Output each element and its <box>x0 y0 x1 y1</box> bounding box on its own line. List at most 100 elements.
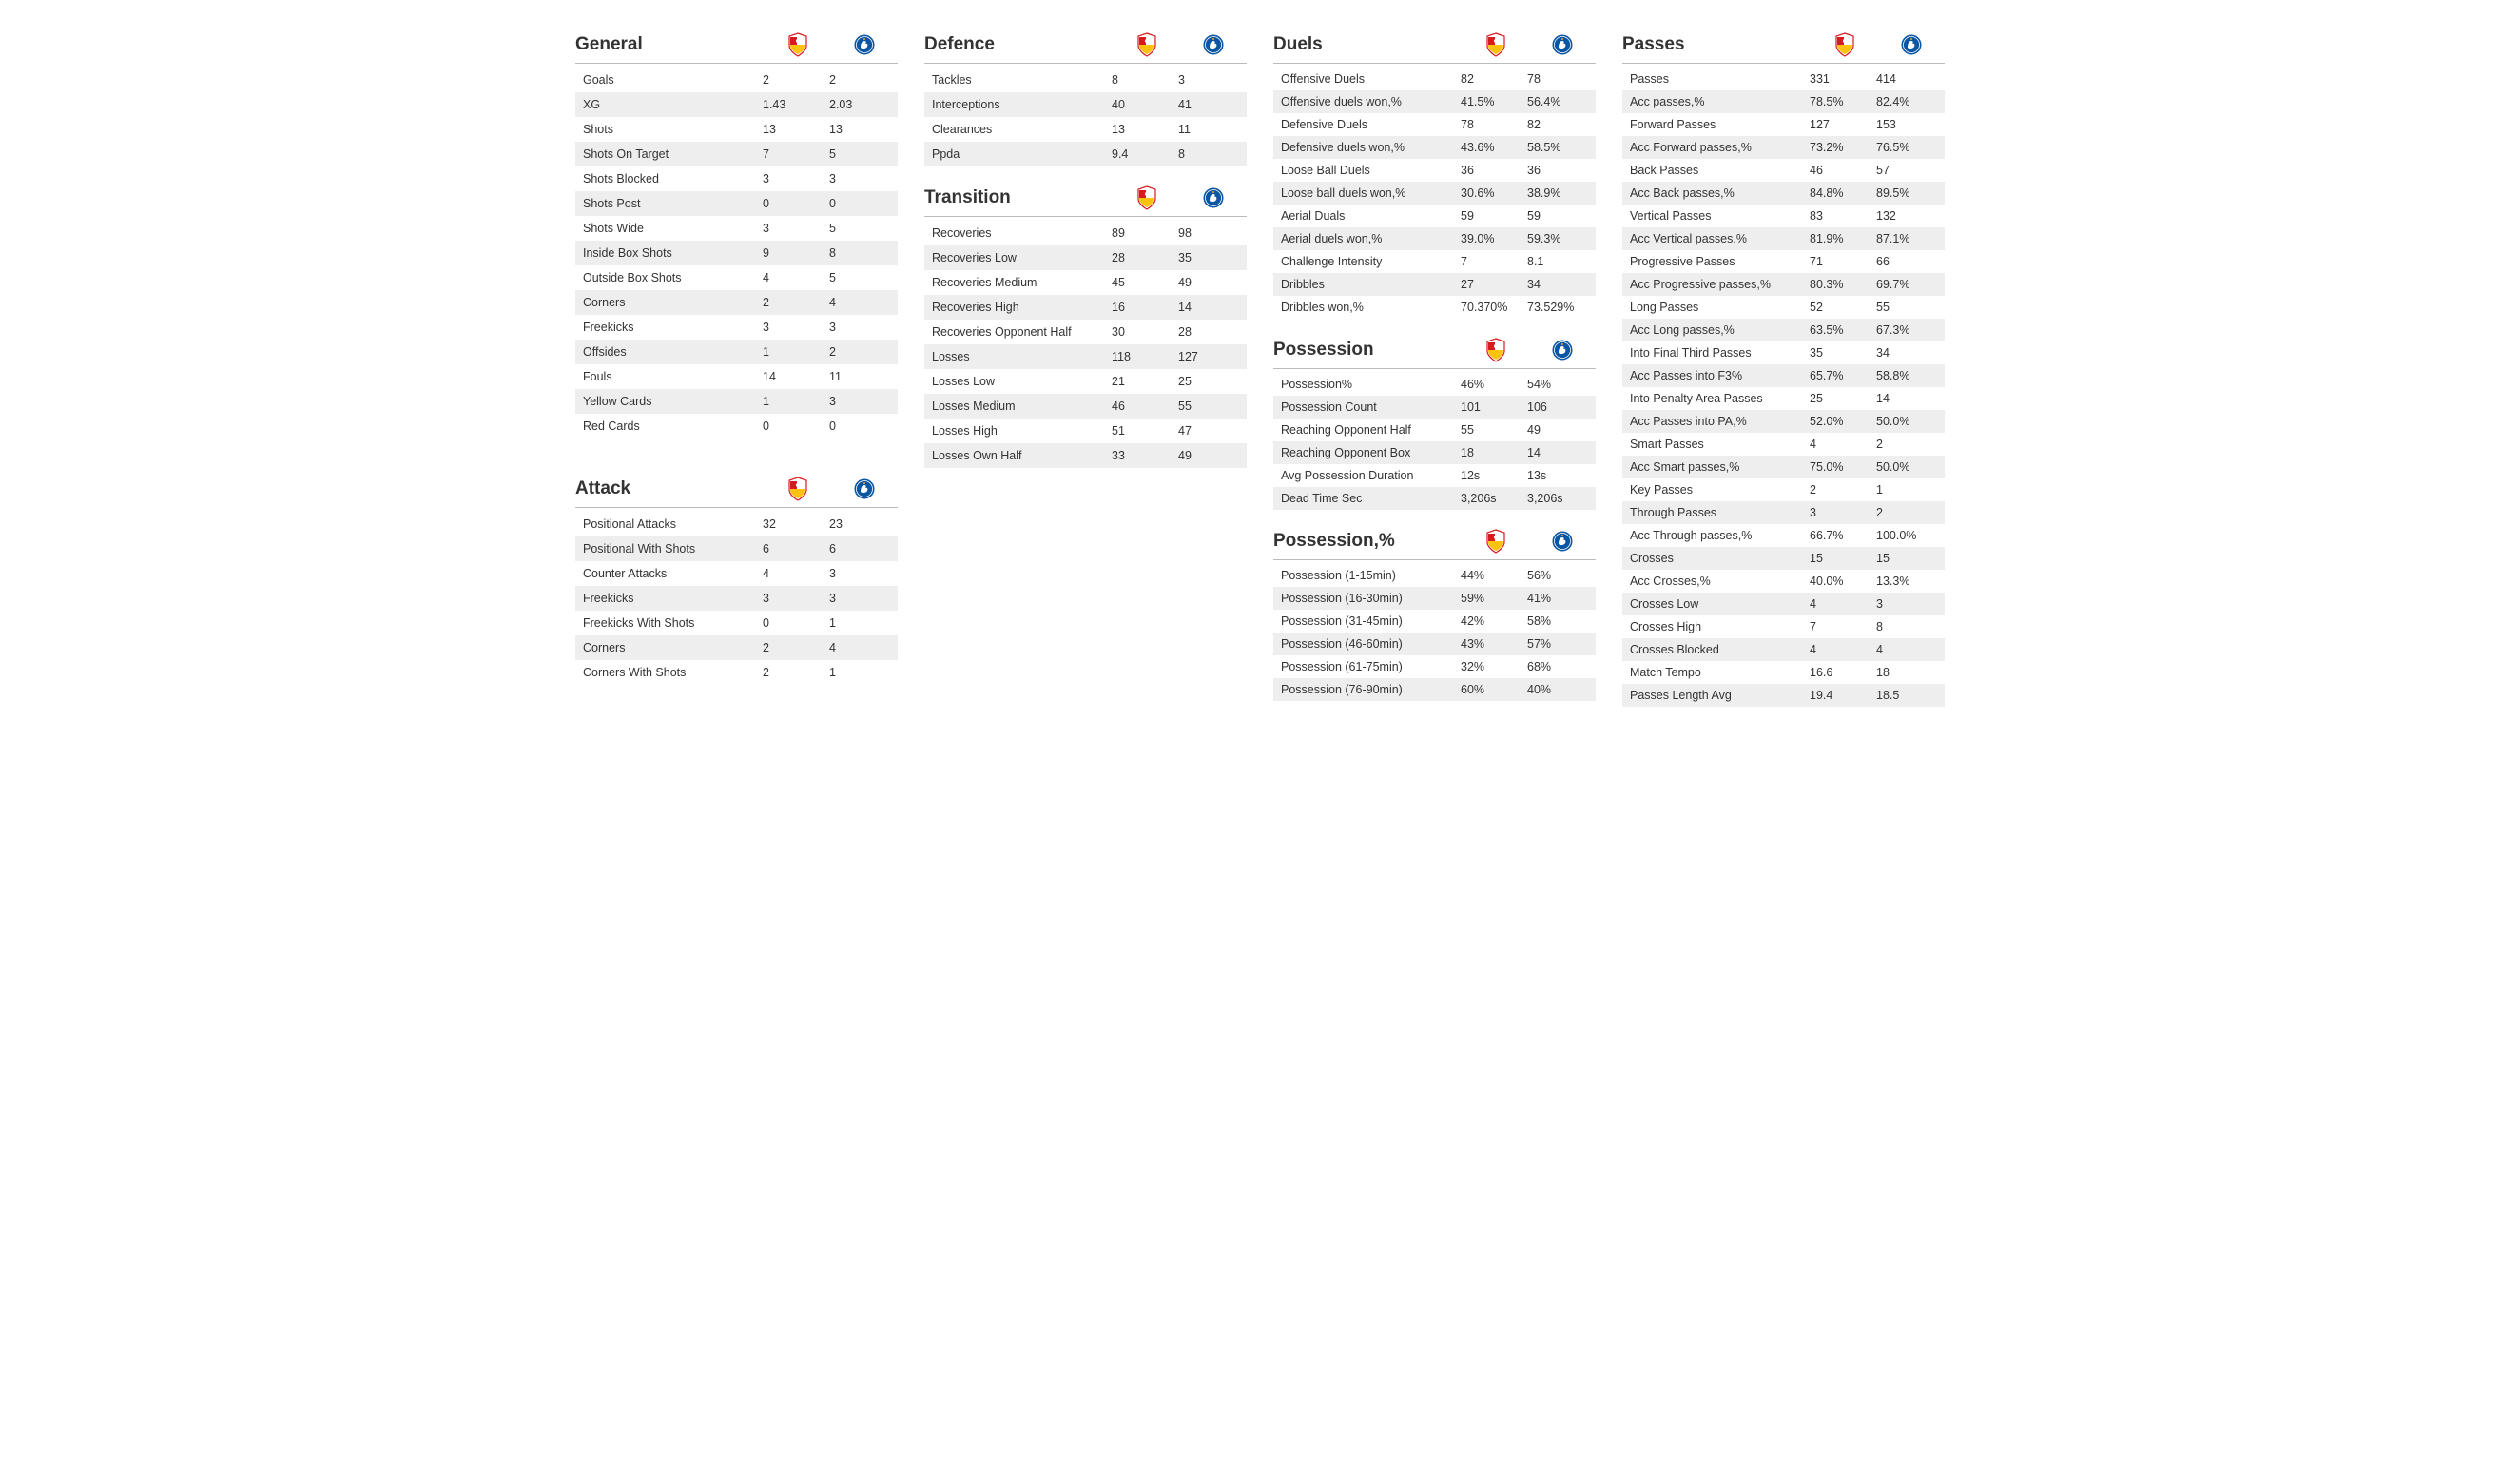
stat-home-value: 0 <box>757 616 824 630</box>
stat-row: Progressive Passes7166 <box>1622 250 1945 273</box>
stat-label: Goals <box>583 73 757 87</box>
stat-home-value: 42% <box>1455 614 1522 628</box>
stat-row: Recoveries Low2835 <box>924 245 1247 270</box>
stat-away-value: 5 <box>824 271 890 284</box>
stat-home-value: 44% <box>1455 569 1522 582</box>
column-1: Defence Tackles83Interceptions4041Cleara… <box>924 29 1247 707</box>
stat-label: Reaching Opponent Box <box>1281 446 1455 459</box>
stat-away-value: 15 <box>1871 552 1937 565</box>
section-title: Duels <box>1273 34 1463 55</box>
stat-row: Corners24 <box>575 290 898 315</box>
stat-home-value: 18 <box>1455 446 1522 459</box>
stat-away-value: 55 <box>1173 399 1239 413</box>
stat-away-value: 11 <box>1173 123 1239 136</box>
stat-label: Recoveries <box>932 226 1106 240</box>
stat-away-value: 50.0% <box>1871 460 1937 474</box>
stat-row: Crosses High78 <box>1622 615 1945 638</box>
stat-home-value: 27 <box>1455 278 1522 291</box>
stat-home-value: 40 <box>1106 98 1173 111</box>
stat-row: Shots Wide35 <box>575 216 898 241</box>
stat-home-value: 4 <box>1804 438 1871 451</box>
stat-row: Loose Ball Duels3636 <box>1273 159 1596 182</box>
stat-away-value: 78 <box>1522 72 1588 86</box>
section-rows: Offensive Duels8278Offensive duels won,%… <box>1273 68 1596 319</box>
stat-away-value: 38.9% <box>1522 186 1588 200</box>
stat-label: Losses Low <box>932 375 1106 388</box>
section-title: Defence <box>924 34 1114 55</box>
stat-home-value: 2 <box>757 641 824 654</box>
stat-away-value: 73.529% <box>1522 301 1588 314</box>
stat-label: Possession% <box>1281 378 1455 391</box>
stat-home-value: 118 <box>1106 350 1173 363</box>
stat-away-value: 35 <box>1173 251 1239 264</box>
stat-label: Freekicks <box>583 592 757 605</box>
away-crest-icon <box>1180 186 1247 209</box>
stat-home-value: 33 <box>1106 449 1173 462</box>
stat-row: Dead Time Sec3,206s3,206s <box>1273 487 1596 510</box>
stat-away-value: 3 <box>1173 73 1239 87</box>
home-crest-icon <box>1114 32 1180 57</box>
stat-label: Possession (1-15min) <box>1281 569 1455 582</box>
stat-home-value: 19.4 <box>1804 689 1871 702</box>
stat-label: Acc Back passes,% <box>1630 186 1804 200</box>
stat-label: Dribbles won,% <box>1281 301 1455 314</box>
section-title: Possession,% <box>1273 531 1463 552</box>
stat-home-value: 2 <box>757 73 824 87</box>
stat-label: Freekicks <box>583 321 757 334</box>
stat-away-value: 49 <box>1173 449 1239 462</box>
stat-away-value: 1 <box>1871 483 1937 497</box>
stat-label: Red Cards <box>583 419 757 433</box>
stat-row: Forward Passes127153 <box>1622 113 1945 136</box>
stat-label: Clearances <box>932 123 1106 136</box>
stat-home-value: 83 <box>1804 209 1871 223</box>
stat-away-value: 58% <box>1522 614 1588 628</box>
stat-label: Counter Attacks <box>583 567 757 580</box>
stat-away-value: 36 <box>1522 164 1588 177</box>
away-crest-icon <box>1529 33 1596 56</box>
stat-home-value: 3 <box>757 321 824 334</box>
stat-away-value: 68% <box>1522 660 1588 673</box>
stat-label: Shots Wide <box>583 222 757 235</box>
stat-label: Offensive duels won,% <box>1281 95 1455 108</box>
stat-home-value: 16 <box>1106 301 1173 314</box>
column-2: Duels Offensive Duels8278Offensive duels… <box>1273 29 1596 707</box>
stat-home-value: 28 <box>1106 251 1173 264</box>
stat-label: Shots Post <box>583 197 757 210</box>
stat-row: Acc Forward passes,%73.2%76.5% <box>1622 136 1945 159</box>
stat-label: Possession (16-30min) <box>1281 592 1455 605</box>
stat-away-value: 59 <box>1522 209 1588 223</box>
stat-away-value: 47 <box>1173 424 1239 438</box>
stat-label: Shots On Target <box>583 147 757 161</box>
stat-away-value: 13.3% <box>1871 575 1937 588</box>
stat-row: Long Passes5255 <box>1622 296 1945 319</box>
stat-row: Recoveries8998 <box>924 221 1247 245</box>
column-3: Passes Passes331414Acc passes,%78.5%82.4… <box>1622 29 1945 707</box>
stat-away-value: 4 <box>824 641 890 654</box>
stat-row: Defensive duels won,%43.6%58.5% <box>1273 136 1596 159</box>
stat-home-value: 39.0% <box>1455 232 1522 245</box>
home-crest-icon <box>765 477 831 501</box>
stat-home-value: 25 <box>1804 392 1871 405</box>
stat-away-value: 25 <box>1173 375 1239 388</box>
stat-row: Losses Own Half3349 <box>924 443 1247 468</box>
stat-home-value: 75.0% <box>1804 460 1871 474</box>
stat-label: Possession Count <box>1281 400 1455 414</box>
section-rows: Tackles83Interceptions4041Clearances1311… <box>924 68 1247 166</box>
stat-away-value: 57 <box>1871 164 1937 177</box>
stat-row: Acc Back passes,%84.8%89.5% <box>1622 182 1945 205</box>
stat-row: Key Passes21 <box>1622 478 1945 501</box>
stat-label: Recoveries Low <box>932 251 1106 264</box>
stat-label: Ppda <box>932 147 1106 161</box>
stat-away-value: 11 <box>824 370 890 383</box>
stat-home-value: 80.3% <box>1804 278 1871 291</box>
stat-row: Crosses1515 <box>1622 547 1945 570</box>
stat-label: Offsides <box>583 345 757 359</box>
stat-row: Into Final Third Passes3534 <box>1622 341 1945 364</box>
stat-away-value: 18 <box>1871 666 1937 679</box>
stat-row: Back Passes4657 <box>1622 159 1945 182</box>
stat-away-value: 14 <box>1871 392 1937 405</box>
stat-home-value: 0 <box>757 419 824 433</box>
stat-row: Losses High5147 <box>924 419 1247 443</box>
stat-away-value: 2 <box>1871 438 1937 451</box>
stat-label: Recoveries High <box>932 301 1106 314</box>
